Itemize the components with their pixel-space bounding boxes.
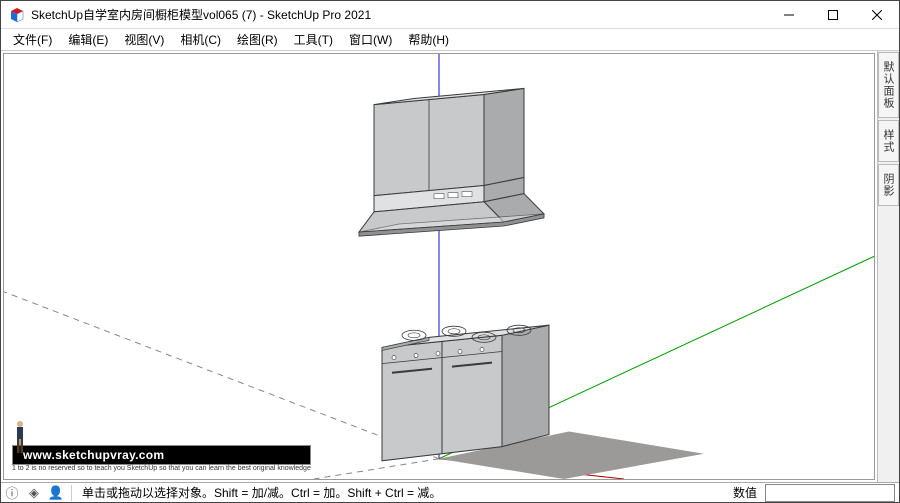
measure-label: 数值: [725, 484, 765, 501]
measure-input[interactable]: [765, 484, 895, 502]
status-hint: 单击或拖动以选择对象。Shift = 加/减。Ctrl = 加。Shift + …: [76, 484, 725, 501]
status-divider: [71, 485, 72, 501]
watermark-url: www.sketchupvray.com: [12, 445, 311, 465]
user-icon[interactable]: 👤: [45, 485, 67, 501]
maximize-button[interactable]: [811, 1, 855, 29]
menu-help[interactable]: 帮助(H): [400, 29, 457, 50]
app-window: SketchUp自学室内房间橱柜模型vol065 (7) - SketchUp …: [0, 0, 900, 503]
window-title: SketchUp自学室内房间橱柜模型vol065 (7) - SketchUp …: [31, 6, 767, 23]
side-panel: 默认面板 样式 阴影: [877, 51, 899, 482]
side-tab-style[interactable]: 样式: [878, 120, 899, 162]
figure-icon: [12, 419, 28, 455]
menu-edit[interactable]: 编辑(E): [60, 29, 116, 50]
menu-window[interactable]: 窗口(W): [341, 29, 400, 50]
menu-file[interactable]: 文件(F): [5, 29, 60, 50]
menu-camera[interactable]: 相机(C): [172, 29, 229, 50]
app-icon: [9, 7, 25, 23]
viewport[interactable]: www.sketchupvray.com 1 to 2 is no reserv…: [3, 53, 875, 480]
side-tab-shadow[interactable]: 阴影: [878, 164, 899, 206]
menubar: 文件(F) 编辑(E) 视图(V) 相机(C) 绘图(R) 工具(T) 窗口(W…: [1, 29, 899, 51]
menu-draw[interactable]: 绘图(R): [229, 29, 286, 50]
menu-view[interactable]: 视图(V): [116, 29, 172, 50]
scene-canvas: [4, 54, 874, 479]
workarea: www.sketchupvray.com 1 to 2 is no reserv…: [1, 51, 899, 482]
side-tab-default[interactable]: 默认面板: [878, 52, 899, 118]
menu-tools[interactable]: 工具(T): [286, 29, 341, 50]
titlebar: SketchUp自学室内房间橱柜模型vol065 (7) - SketchUp …: [1, 1, 899, 29]
window-controls: [767, 1, 899, 29]
geo-icon[interactable]: ◈: [23, 485, 45, 501]
minimize-button[interactable]: [767, 1, 811, 29]
statusbar: ⓘ ◈ 👤 单击或拖动以选择对象。Shift = 加/减。Ctrl = 加。Sh…: [1, 482, 899, 502]
close-button[interactable]: [855, 1, 899, 29]
watermark-sub: 1 to 2 is no reserved so to teach you Sk…: [12, 465, 311, 473]
info-icon[interactable]: ⓘ: [1, 483, 23, 502]
watermark: www.sketchupvray.com 1 to 2 is no reserv…: [12, 445, 311, 473]
